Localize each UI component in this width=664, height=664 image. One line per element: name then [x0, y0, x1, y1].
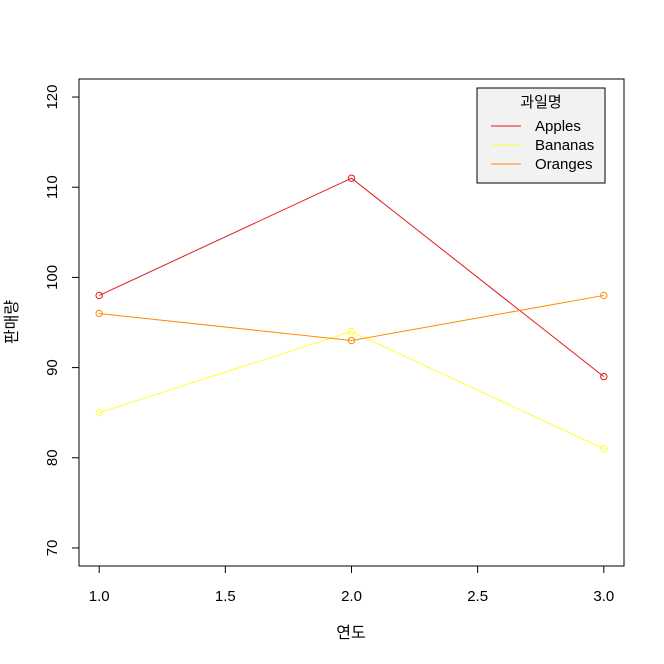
y-tick-label: 70 [44, 540, 61, 557]
data-point-oranges [95, 309, 103, 318]
x-tick-label: 1.5 [215, 588, 236, 605]
x-tick-label: 2.5 [467, 588, 488, 605]
y-tick-label: 90 [44, 359, 61, 376]
y-tick-label: 120 [44, 85, 61, 110]
series-line-bananas [99, 330, 605, 450]
y-tick-label: 100 [44, 265, 61, 290]
legend-title: 과일명 [520, 93, 561, 111]
x-axis-title: 연도 [336, 623, 365, 642]
legend-label-bananas: Bananas [535, 137, 594, 154]
series-line-oranges [99, 294, 604, 342]
data-point-bananas [95, 408, 103, 417]
x-tick-label: 1.0 [89, 588, 110, 605]
x-tick-label: 2.0 [341, 588, 362, 605]
x-tick-label: 3.0 [593, 588, 614, 605]
legend-items: Apples Bananas Oranges [491, 118, 594, 173]
y-tick-label: 110 [44, 175, 61, 199]
data-point-apples [600, 372, 608, 381]
x-axis: 1.0 1.5 2.0 2.5 3.0 [89, 566, 614, 605]
legend-box [476, 87, 606, 184]
series-apples [95, 174, 608, 381]
series-line-apples [98, 177, 605, 378]
series-layer [95, 174, 608, 453]
data-point-bananas [600, 445, 608, 453]
series-oranges [95, 291, 608, 345]
data-point-oranges [347, 336, 356, 345]
y-axis: 70 80 90 100 110 120 [44, 85, 79, 557]
y-axis-title: 판매량 [2, 300, 21, 344]
data-point-bananas [347, 327, 356, 336]
data-point-apples [95, 291, 103, 300]
data-point-apples [347, 174, 356, 182]
legend: 과일명 Apples Bananas Oranges [476, 87, 606, 184]
series-bananas [95, 327, 608, 453]
y-tick-label: 80 [44, 449, 61, 466]
legend-label-apples: Apples [535, 118, 581, 135]
data-point-oranges [600, 291, 608, 300]
legend-label-oranges: Oranges [535, 156, 593, 173]
